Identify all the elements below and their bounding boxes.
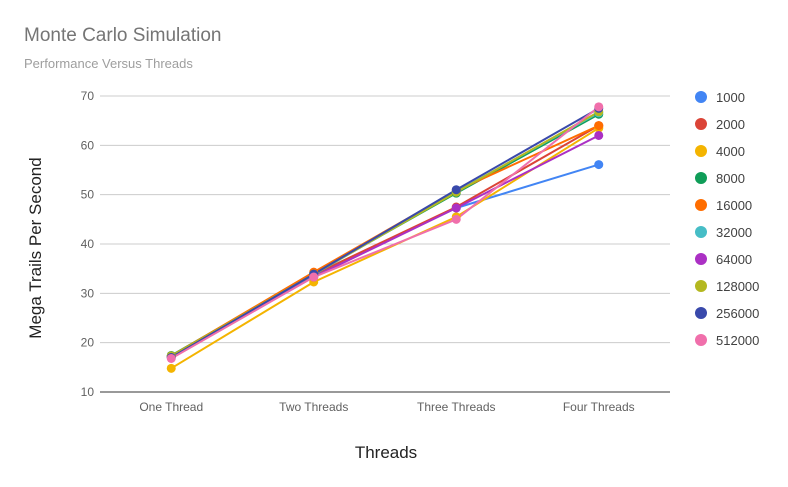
y-axis-ticks: 10 20 30 40 50 60 70 <box>81 89 95 399</box>
legend-label: 8000 <box>716 171 745 186</box>
x-axis-title: Threads <box>355 443 417 462</box>
series-line <box>170 107 600 359</box>
y-tick-label: 70 <box>81 89 95 103</box>
legend-label: 256000 <box>716 306 759 321</box>
legend-marker <box>695 334 707 346</box>
legend-marker <box>695 307 707 319</box>
legend-marker <box>695 145 707 157</box>
x-tick-label: Three Threads <box>417 400 496 414</box>
data-point <box>166 363 176 373</box>
y-tick-label: 20 <box>81 336 95 350</box>
data-point <box>594 121 604 131</box>
data-point <box>451 214 461 224</box>
x-axis-ticks: One Thread Two Threads Three Threads Four T… <box>139 400 634 414</box>
legend-marker <box>695 280 707 292</box>
data-point <box>594 160 604 170</box>
legend-marker <box>695 91 707 103</box>
data-point <box>309 272 319 282</box>
legend-label: 1000 <box>716 90 745 105</box>
y-tick-label: 30 <box>81 286 95 300</box>
data-point <box>166 353 176 363</box>
legend-marker <box>695 118 707 130</box>
legend-label: 16000 <box>716 198 752 213</box>
legend: 1000 2000 4000 8000 16000 32000 64000 128000 256… <box>695 90 759 348</box>
legend-label: 128000 <box>716 279 759 294</box>
legend-marker <box>695 253 707 265</box>
data-point <box>594 130 604 140</box>
legend-label: 64000 <box>716 252 752 267</box>
legend-marker <box>695 199 707 211</box>
x-tick-label: One Thread <box>139 400 203 414</box>
series-line <box>170 106 600 360</box>
data-point <box>451 185 461 195</box>
series-lines <box>170 106 600 370</box>
legend-marker <box>695 226 707 238</box>
series-line <box>170 134 600 358</box>
legend-label: 32000 <box>716 225 752 240</box>
chart-subtitle: Performance Versus Threads <box>24 56 193 71</box>
x-tick-label: Two Threads <box>279 400 348 414</box>
chart-title: Monte Carlo Simulation <box>24 25 222 46</box>
y-tick-label: 50 <box>81 188 95 202</box>
legend-marker <box>695 172 707 184</box>
series-line <box>170 163 600 357</box>
y-tick-label: 10 <box>81 385 95 399</box>
legend-label: 512000 <box>716 333 759 348</box>
y-tick-label: 60 <box>81 138 95 152</box>
x-tick-label: Four Threads <box>563 400 635 414</box>
legend-label: 2000 <box>716 117 745 132</box>
data-point <box>451 203 461 213</box>
series-points <box>166 102 604 373</box>
data-point <box>594 102 604 112</box>
y-tick-label: 40 <box>81 237 95 251</box>
y-axis-title: Mega Trails Per Second <box>26 157 45 338</box>
legend-label: 4000 <box>716 144 745 159</box>
